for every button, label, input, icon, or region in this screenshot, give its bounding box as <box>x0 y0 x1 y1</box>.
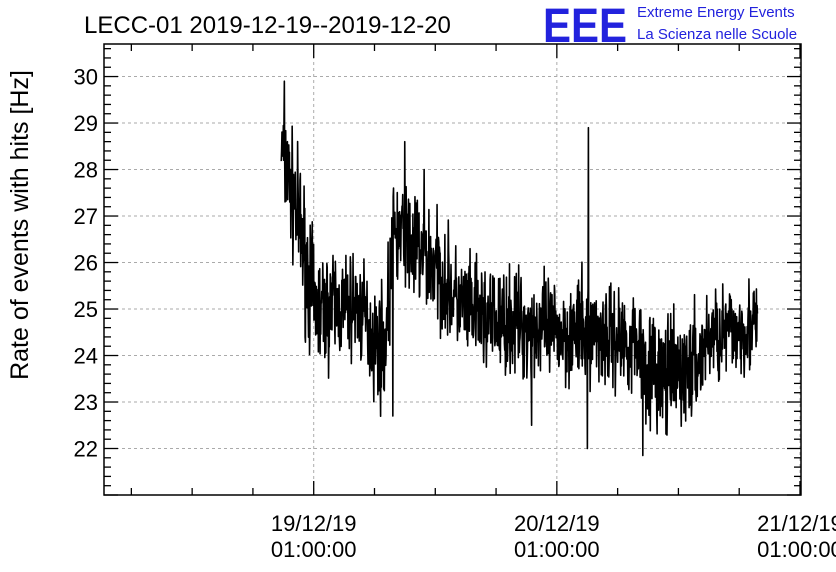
x-tick-time: 01:00:00 <box>757 537 836 562</box>
grid-lines <box>104 44 801 495</box>
x-tick-labels: 19/12/1901:00:0020/12/1901:00:0021/12/19… <box>271 511 836 562</box>
x-tick-date: 21/12/19 <box>757 511 836 536</box>
x-tick-time: 01:00:00 <box>271 537 357 562</box>
eee-logo: EEE <box>543 0 627 53</box>
series-line <box>280 80 759 457</box>
y-tick-label: 25 <box>74 297 98 322</box>
y-axis-label: Rate of events with hits [Hz] <box>6 70 34 380</box>
y-tick-labels: 22 23 24 25 26 27 28 29 30 <box>74 65 98 462</box>
org-line-2: La Scienza nelle Scuole <box>637 26 797 43</box>
chart-title: LECC-01 2019-12-19--2019-12-20 <box>84 12 451 39</box>
series-group <box>280 80 759 457</box>
axes <box>103 43 802 496</box>
y-tick-label: 27 <box>74 204 98 229</box>
logo-text: EEE <box>543 0 627 53</box>
y-tick-label: 29 <box>74 111 98 136</box>
y-tick-label: 28 <box>74 158 98 183</box>
x-tick-date: 20/12/19 <box>514 511 600 536</box>
org-line-1: Extreme Energy Events <box>637 4 795 21</box>
y-tick-label: 26 <box>74 251 98 276</box>
y-tick-label: 23 <box>74 390 98 415</box>
plot-frame <box>103 43 802 496</box>
y-tick-label: 24 <box>74 344 98 369</box>
y-tick-label: 22 <box>74 437 98 462</box>
x-tick-date: 19/12/19 <box>271 511 357 536</box>
y-tick-label: 30 <box>74 65 98 90</box>
x-tick-time: 01:00:00 <box>514 537 600 562</box>
